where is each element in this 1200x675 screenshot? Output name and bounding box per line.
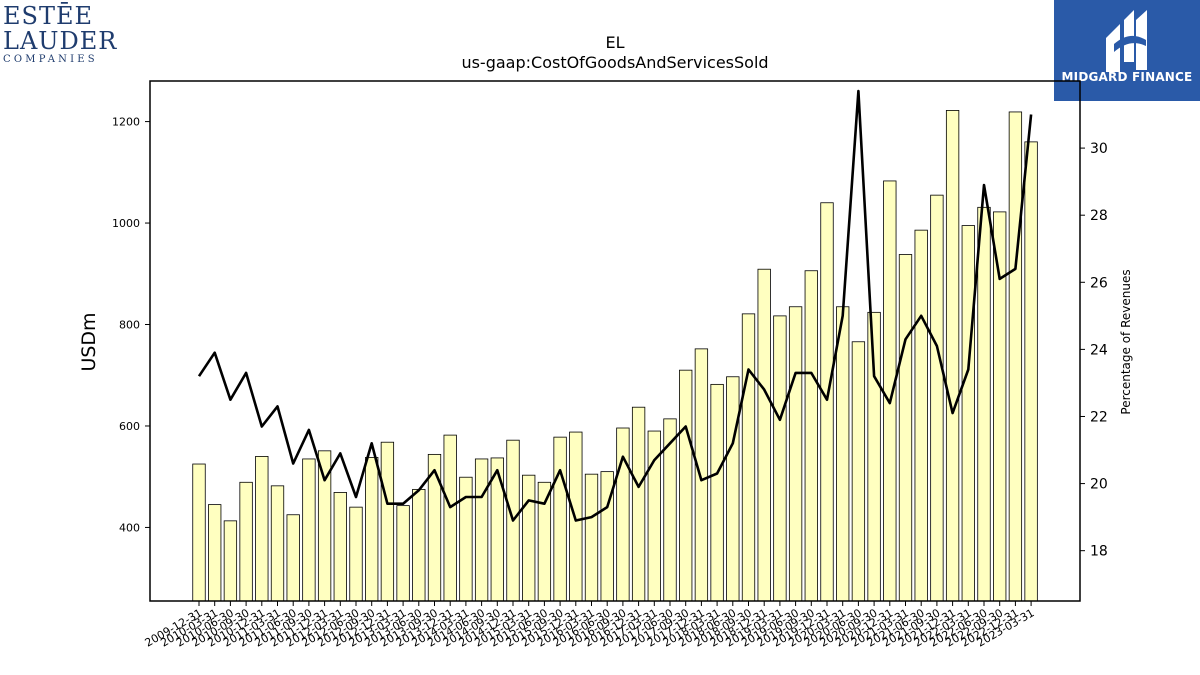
- bar-2020-06-30: [851, 341, 866, 602]
- bar-2019-03-31: [773, 315, 787, 602]
- bar-2019-06-30: [788, 306, 803, 602]
- bar-2014-06-30: [474, 458, 489, 602]
- bar-2010-06-30: [223, 520, 238, 602]
- bar-2012-06-30: [349, 506, 363, 602]
- bar-2019-09-30: [804, 270, 818, 602]
- logo-line-1: ESTĒE: [3, 2, 94, 30]
- bar-2015-09-30: [553, 436, 567, 602]
- y2-tick-label: 20: [1090, 477, 1108, 493]
- bar-2011-03-31: [270, 485, 285, 602]
- y2-tick-label: 22: [1090, 409, 1108, 425]
- bar-2016-03-31: [584, 473, 599, 602]
- y-tick-label: 400: [119, 521, 140, 534]
- midgard-finance-logo: MIDGARD FINANCE: [1054, 0, 1200, 101]
- bar-2011-09-30: [302, 458, 316, 602]
- bar-2021-09-30: [930, 194, 944, 602]
- y2-tick-label: 26: [1090, 275, 1108, 291]
- bar-2013-03-31: [396, 505, 410, 602]
- logo-line-3: COMPANIES: [3, 54, 98, 65]
- bar-2018-09-30: [741, 313, 756, 602]
- bar-2022-09-30: [993, 211, 1007, 602]
- y2-axis-label: Percentage of Revenues: [1119, 269, 1133, 414]
- y2-tick-label: 28: [1090, 208, 1108, 224]
- logo-line-2: LAUDER: [3, 27, 118, 55]
- bar-2012-03-31: [333, 492, 347, 602]
- estee-lauder-logo: ESTĒE LAUDER COMPANIES: [3, 2, 118, 66]
- bar-2018-03-31: [710, 383, 724, 602]
- bar-2021-12-31: [945, 110, 960, 602]
- bar-2021-06-30: [914, 229, 928, 602]
- bar-2018-06-30: [726, 376, 740, 602]
- bar-2016-12-31: [631, 406, 646, 602]
- bar-2010-12-31: [255, 456, 269, 602]
- y-tick-label: 800: [119, 319, 140, 332]
- bar-2009-12-31: [192, 463, 206, 602]
- y2-tick-label: 30: [1090, 141, 1108, 157]
- y-axis-label: USDm: [78, 312, 100, 371]
- bar-2019-12-31: [820, 202, 834, 602]
- bar-2017-12-31: [694, 348, 709, 602]
- bar-2020-12-31: [883, 180, 897, 602]
- bar-2022-12-31: [1008, 111, 1023, 602]
- y2-tick-label: 24: [1090, 342, 1108, 358]
- plot-frame: [149, 80, 1081, 602]
- bar-2022-03-31: [961, 225, 975, 602]
- bar-2020-03-31: [836, 306, 850, 602]
- chart-title: EL: [605, 33, 624, 52]
- bar-2011-06-30: [286, 514, 300, 602]
- bar-2022-06-30: [977, 206, 991, 602]
- bar-2010-09-30: [239, 481, 253, 602]
- bar-2017-09-30: [679, 369, 693, 602]
- midgard-brand-text: MIDGARD FINANCE: [1061, 70, 1193, 84]
- bar-2013-06-30: [412, 488, 426, 602]
- y-tick-label: 1200: [112, 116, 140, 129]
- bar-2018-12-31: [757, 268, 771, 602]
- y-tick-label: 600: [119, 420, 140, 433]
- percentage-of-revenues-line: [197, 89, 1033, 522]
- y2-tick-label: 18: [1090, 544, 1108, 560]
- bar-2010-03-31: [208, 504, 222, 602]
- bar-2015-03-31: [522, 474, 536, 602]
- bar-2013-12-31: [443, 434, 457, 602]
- bar-2012-09-30: [365, 457, 379, 602]
- y-tick-label: 1000: [112, 217, 140, 230]
- bar-2023-03-31: [1024, 141, 1038, 602]
- bar-2015-06-30: [537, 481, 552, 602]
- chart-subtitle: us-gaap:CostOfGoodsAndServicesSold: [461, 53, 768, 72]
- bar-2012-12-31: [380, 441, 395, 602]
- midgard-emblem-icon: [1106, 10, 1147, 72]
- bar-2016-09-30: [616, 427, 630, 602]
- bar-2021-03-31: [898, 254, 913, 602]
